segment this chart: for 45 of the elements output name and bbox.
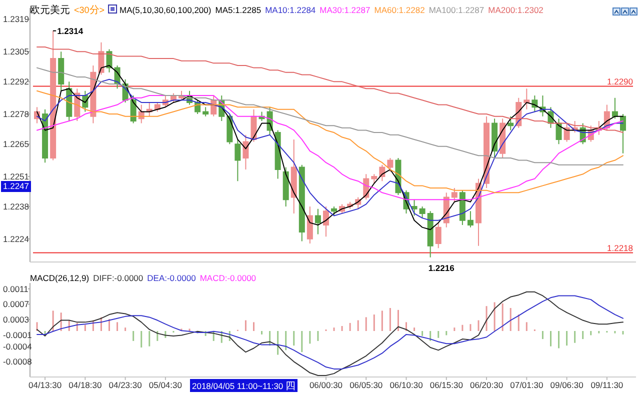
text: MA5:1.2285	[215, 5, 262, 15]
x-tick-label: 04/23:30	[108, 380, 142, 390]
x-tick-label: 04/18:30	[68, 380, 102, 390]
text: DIFF:-0.0000	[93, 273, 144, 283]
x-tick-label: 09/06:30	[550, 380, 584, 390]
y-tick-label: -0.0001	[3, 330, 32, 340]
text: 1.2247	[3, 181, 30, 191]
text: MA60:1.2282	[374, 5, 426, 15]
text: MA10:1.2284	[265, 5, 316, 15]
text: MA100:1.2287	[428, 5, 484, 15]
x-tick-label: 06/20:30	[470, 380, 504, 390]
chart-title: 欧元美元	[30, 4, 70, 16]
x-tick-label: 05/04:30	[148, 380, 182, 390]
x-tick-label: 06/05:30	[350, 380, 383, 390]
x-tick-label: 04/13:30	[28, 380, 62, 390]
x-tick-label: 07/01:30	[510, 380, 544, 390]
legend-title: MA(5,10,30,60,100,200)	[120, 5, 212, 15]
y-tick-label: 0.0007	[3, 299, 30, 310]
y-tick-label: 1.2278	[3, 109, 30, 120]
x-tick-label: 06/00:30	[309, 380, 343, 390]
x-tick-label: 06/15:30	[430, 380, 464, 390]
annotation: 1.2314	[57, 26, 84, 36]
text: MA30:1.2287	[320, 5, 370, 15]
ref-line-label: 1.2218	[607, 242, 634, 253]
y-tick-label: 1.2224	[3, 234, 30, 244]
date-tooltip: 2018/04/05 11:00~11:30 四	[190, 379, 298, 392]
y-tick-label: 1.2305	[3, 46, 30, 57]
ref-line-label: 1.2290	[607, 76, 634, 86]
y-tick-label: -0.0004	[3, 341, 32, 352]
legend-title: MACD(26,12,9)	[30, 273, 90, 283]
text: MACD:-0.0000	[200, 273, 256, 283]
y-tick-label: 1.2238	[3, 202, 30, 212]
text: 1.2216	[428, 263, 455, 273]
x-tick-label: 09/11:30	[590, 380, 624, 390]
text: MA200:1.2302	[488, 5, 544, 15]
y-tick-label: 0.0003	[3, 314, 30, 324]
y-tick-label: 0.0011	[3, 284, 29, 294]
y-tick-label: 1.2292	[3, 76, 30, 87]
y-tick-label: 1.2265	[3, 139, 30, 150]
text: DEA:-0.0000	[147, 273, 196, 283]
y-tick-label: 1.2251	[3, 171, 30, 182]
y-tick-label: 1.2319	[3, 14, 30, 24]
chart-subtitle: <30分>	[74, 4, 105, 16]
x-tick-label: 06/10:30	[390, 380, 424, 390]
y-tick-label: -0.0008	[3, 356, 32, 367]
